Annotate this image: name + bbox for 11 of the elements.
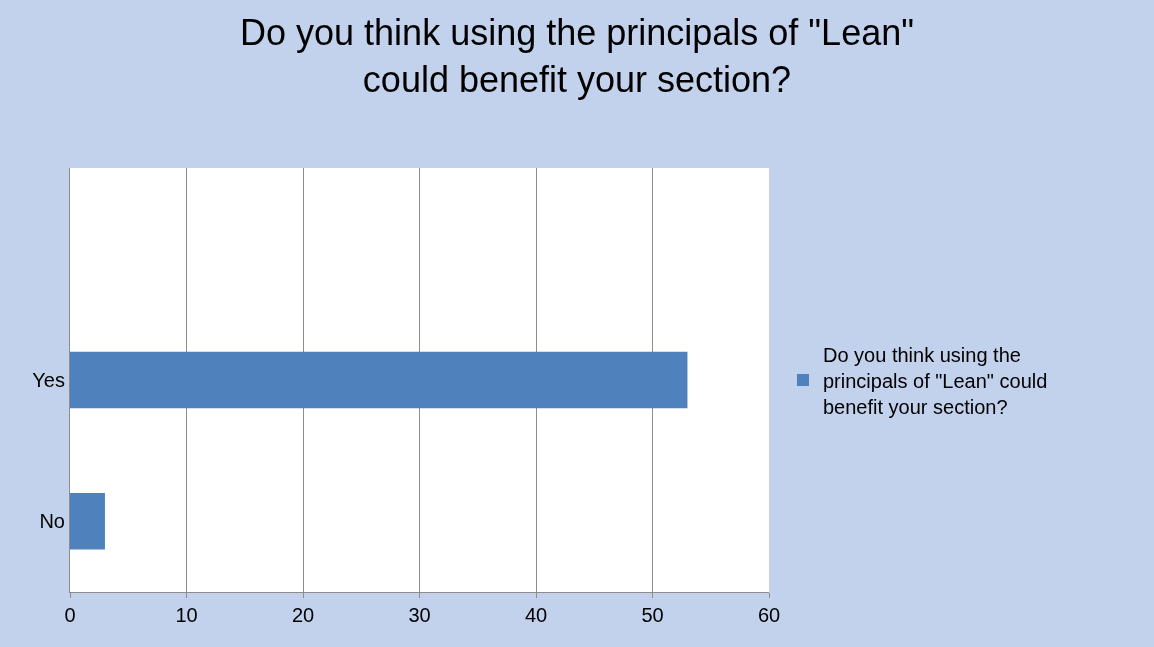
y-tick-label: Yes <box>32 369 65 391</box>
legend-label: Do you think using the principals of "Lean" could benefit your section? <box>822 343 1048 418</box>
x-tick-label: 60 <box>757 604 781 626</box>
x-tick-label: 10 <box>175 604 198 626</box>
y-tick-label: No <box>39 510 65 533</box>
x-tick-label: 30 <box>408 604 431 626</box>
x-tick-label: 0 <box>64 604 76 626</box>
chart-title: Do you think using the principals of "Lean" could benefit your section? <box>240 12 914 101</box>
x-tick-label: 20 <box>291 604 315 626</box>
x-tick-label: 50 <box>641 604 664 626</box>
x-tick-label: 40 <box>524 604 548 626</box>
